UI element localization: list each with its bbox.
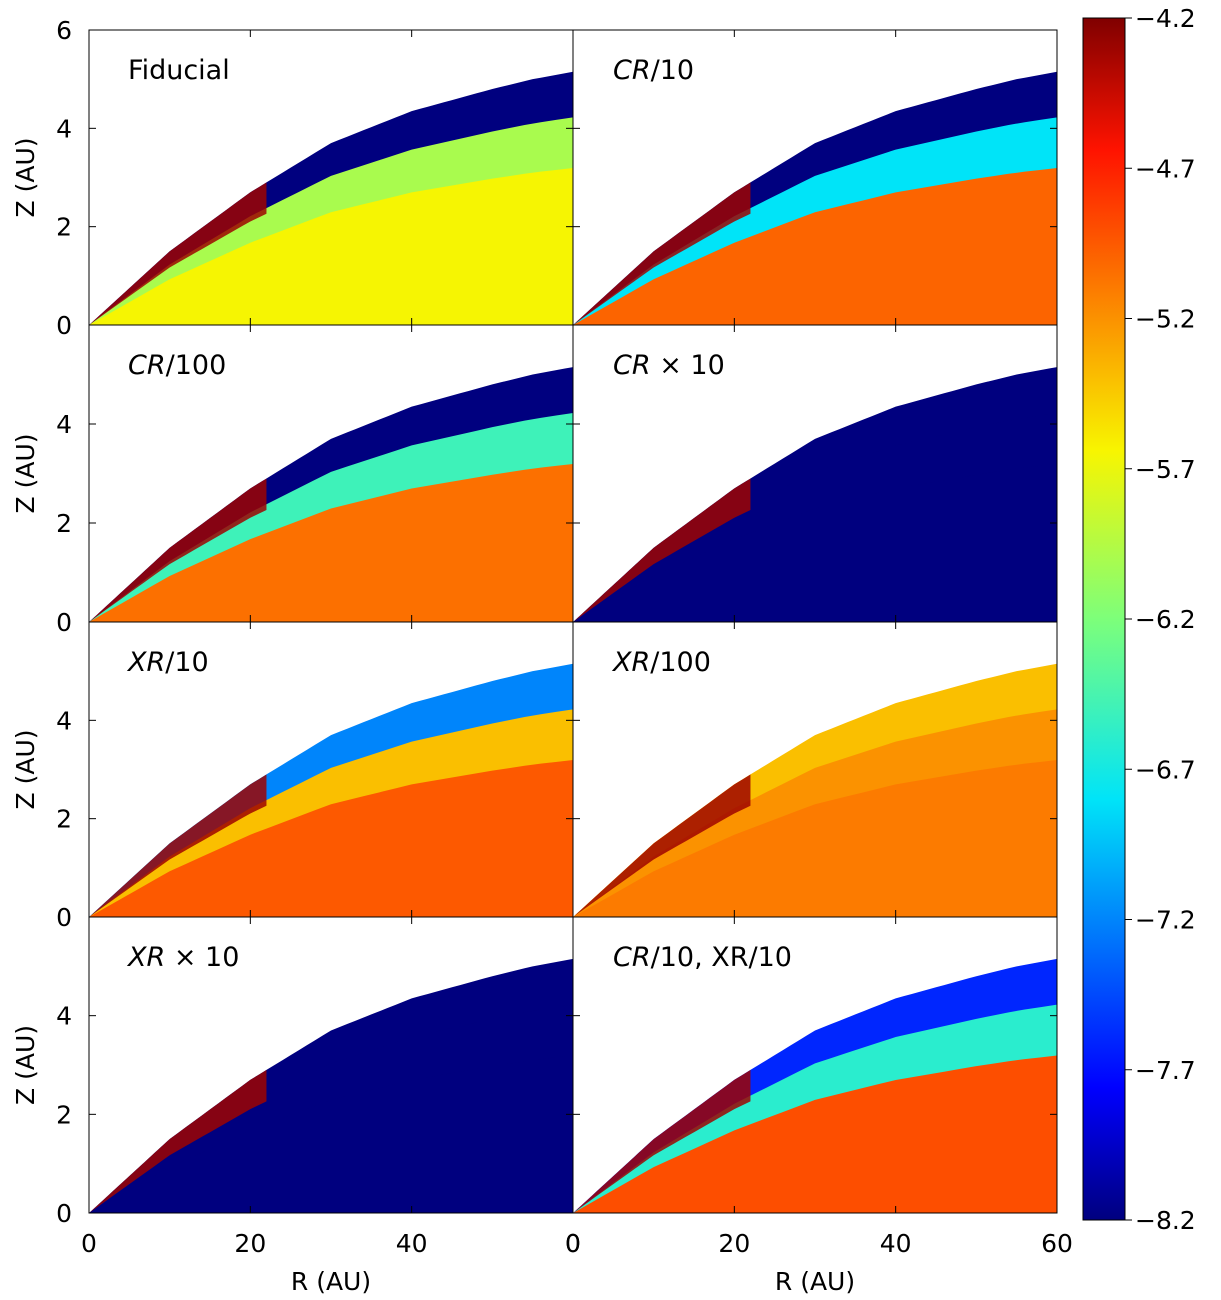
- region-interior: [89, 1055, 573, 1213]
- x-tick-label: 40: [880, 1229, 912, 1258]
- x-tick-label: 0: [565, 1229, 581, 1258]
- panel-label: CR/100: [128, 350, 226, 381]
- region-inner-surface: [573, 182, 751, 325]
- region-inner-surface: [573, 774, 751, 917]
- panel-label-italic: CR: [128, 350, 166, 381]
- panel-1: Fiducial: [88, 29, 574, 326]
- y-tick-label: 4: [56, 706, 72, 735]
- y-tick-label: 2: [56, 1100, 72, 1129]
- colorbar-tick-label: −6.2: [1135, 605, 1196, 634]
- x-tick-label: 0: [565, 1229, 581, 1258]
- x-axis-label: R (AU): [775, 1267, 855, 1296]
- x-tick-label: 40: [396, 1229, 428, 1258]
- y-axis-label: Z (AU): [11, 1025, 40, 1105]
- y-tick-label: 0: [56, 903, 72, 932]
- x-tick-label: 20: [234, 1229, 266, 1258]
- panel-frame: [572, 916, 1058, 1214]
- panel-label-rest: /100: [166, 350, 227, 381]
- panel-label-rest: × 10: [651, 350, 725, 381]
- region-inner-surface: [89, 182, 267, 325]
- y-tick-label: 2: [56, 805, 72, 834]
- y-tick-label: 4: [56, 1002, 72, 1031]
- panel-label: CR/10: [613, 55, 694, 86]
- x-tick-label: 60: [1041, 1229, 1073, 1258]
- x-tick-label: 20: [718, 1229, 750, 1258]
- x-tick-label: 0: [81, 1229, 97, 1258]
- panel-label: CR × 10: [613, 350, 725, 381]
- colorbar-tick-label: −7.7: [1135, 1056, 1196, 1085]
- panel-label-italic: CR: [613, 942, 651, 973]
- y-axis-label: Z (AU): [11, 730, 40, 810]
- region-inner-surface: [573, 1069, 751, 1213]
- panel-6: XR/100: [572, 621, 1058, 918]
- colorbar-gradient: [1082, 17, 1126, 1221]
- y-tick-label: 4: [56, 410, 72, 439]
- panel-label-italic: XR: [126, 942, 165, 973]
- y-tick-label: 0: [56, 1199, 72, 1228]
- panel-label: XR × 10: [126, 942, 239, 973]
- panel-4: CR × 10: [572, 324, 1058, 623]
- panel-label-rest: × 10: [165, 942, 239, 973]
- y-tick-label: 0: [56, 608, 72, 637]
- region-inner-surface: [89, 774, 267, 917]
- y-tick-label: 6: [56, 16, 72, 45]
- panel-label-italic: CR: [613, 55, 651, 86]
- colorbar: −4.2 −4.7 −5.2 −5.7 −6.2 −6.7 −7.2 −7.7 −8.2: [1082, 4, 1196, 1235]
- panel-3: CR/100: [88, 324, 574, 623]
- colorbar-tick-label: −4.2: [1135, 4, 1196, 33]
- y-axis-labels: 0 2 4 6 Z (AU) 0 2 4 Z (AU) 0 2 4 Z (AU) 0 2 4 Z (AU): [11, 16, 72, 1228]
- region-interior: [89, 168, 573, 325]
- region-interior: [89, 760, 573, 917]
- panel-label-rest: /10: [165, 647, 208, 678]
- colorbar-tick-label: −5.2: [1135, 305, 1196, 334]
- panel-2: CR/10: [572, 29, 1058, 326]
- colorbar-tick-label: −7.2: [1135, 906, 1196, 935]
- panel-label-rest: /10, XR/10: [651, 942, 792, 973]
- panel-label: XR/10: [126, 647, 209, 678]
- panel-5: XR/10: [88, 621, 574, 918]
- y-tick-label: 2: [56, 509, 72, 538]
- colorbar-tick-label: −4.7: [1135, 154, 1196, 183]
- x-axis-labels: 0 20 40 0R (AU)0 20 40 60R (AU): [81, 1229, 1073, 1296]
- colorbar-tick-label: −8.2: [1135, 1206, 1196, 1235]
- region-inner-surface: [89, 1069, 267, 1213]
- colorbar-tick-label: −6.7: [1135, 755, 1196, 784]
- colorbar-tick-label: −5.7: [1135, 455, 1196, 484]
- panel-label-rest: /100: [650, 647, 711, 678]
- panel-label-italic: XR: [126, 647, 165, 678]
- y-tick-label: 0: [56, 311, 72, 340]
- panel-label: XR/100: [611, 647, 711, 678]
- region-interior: [89, 463, 573, 622]
- panel-label-italic: XR: [611, 647, 650, 678]
- region-inner-surface: [89, 478, 267, 622]
- y-tick-label: 4: [56, 114, 72, 143]
- region-interior: [573, 463, 1057, 622]
- y-axis-label: Z (AU): [11, 434, 40, 514]
- panel-label: CR/10, XR/10: [613, 942, 792, 973]
- panel-7: XR × 10: [88, 916, 574, 1214]
- y-tick-label: 2: [56, 213, 72, 242]
- panel-label-italic: CR: [613, 350, 651, 381]
- panel-label-rest: /10: [651, 55, 694, 86]
- panel-8: CR/10, XR/10: [572, 916, 1058, 1214]
- region-interior: [573, 168, 1057, 325]
- region-interior: [573, 760, 1057, 917]
- panel-label-plain: Fiducial: [128, 55, 230, 86]
- x-axis-label: R (AU): [291, 1267, 371, 1296]
- panel-label: Fiducial: [128, 55, 230, 86]
- y-axis-label: Z (AU): [11, 138, 40, 218]
- region-interior: [573, 1055, 1057, 1213]
- region-inner-surface: [573, 478, 751, 622]
